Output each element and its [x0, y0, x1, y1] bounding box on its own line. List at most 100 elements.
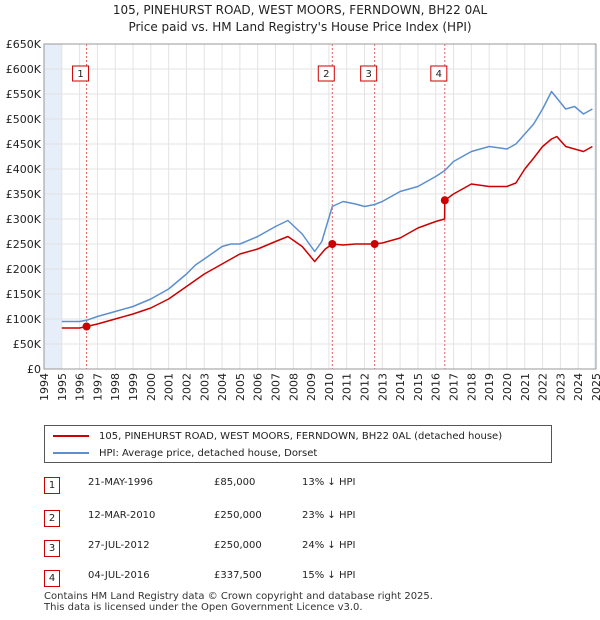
plot-frame	[43, 43, 597, 370]
sale-label-text: 1	[77, 69, 83, 80]
sale-date: 04-JUL-2016	[88, 570, 150, 581]
sale-label-box: 4	[430, 65, 448, 82]
x-tick-label: 2016	[430, 373, 443, 401]
sale-row: 4 04-JUL-2016 £337,500 15% ↓ HPI	[44, 567, 374, 587]
sale-price: £250,000	[214, 510, 262, 521]
x-tick-label: 2000	[145, 373, 158, 401]
y-tick-label: £500K	[6, 113, 42, 126]
y-tick-label: £100K	[6, 313, 42, 326]
y-tick-label: £450K	[6, 138, 42, 151]
x-tick-label: 1996	[74, 373, 87, 401]
chart-title: 105, PINEHURST ROAD, WEST MOORS, FERNDOW…	[112, 3, 488, 17]
sale-number-box: 4	[44, 570, 60, 587]
sale-hpi-diff: 15% ↓ HPI	[302, 570, 356, 581]
sale-label-frame	[72, 65, 90, 82]
shaded-range	[594, 44, 596, 369]
sale-number-box: 1	[44, 477, 60, 494]
sale-label-frame	[360, 65, 378, 82]
x-tick-label: 2012	[359, 373, 372, 401]
x-tick-label: 1997	[91, 373, 104, 401]
x-tick-label: 2025	[590, 373, 600, 401]
sale-hpi-diff: 13% ↓ HPI	[302, 477, 356, 488]
sale-row: 3 27-JUL-2012 £250,000 24% ↓ HPI	[44, 537, 374, 557]
price-chart: 1 2 3 4 £0 £50K £100K £150K £200K £250K £300K £350K…	[6, 38, 600, 401]
x-tick-label: 2020	[501, 373, 514, 401]
x-tick-label: 1995	[56, 373, 69, 401]
x-tick-label: 2023	[554, 373, 567, 401]
x-tick-label: 2010	[323, 373, 336, 401]
sale-date: 21-MAY-1996	[88, 477, 154, 488]
x-tick-label: 2011	[341, 373, 354, 401]
y-tick-label: £650K	[6, 38, 42, 51]
y-tick-label: £400K	[6, 163, 42, 176]
sale-label-box: 3	[360, 65, 378, 82]
y-tick-label: £0	[27, 363, 41, 376]
y-tick-label: £550K	[6, 88, 42, 101]
x-tick-label: 2003	[198, 373, 211, 401]
footer-copyright: Contains HM Land Registry data © Crown c…	[44, 591, 433, 602]
x-tick-label: 2008	[287, 373, 300, 401]
y-tick-label: £200K	[6, 263, 42, 276]
y-tick-label: £600K	[6, 63, 42, 76]
sale-point	[440, 196, 449, 205]
sale-row: 1 21-MAY-1996 £85,000 13% ↓ HPI	[44, 474, 374, 494]
chart-subtitle: Price paid vs. HM Land Registry's House …	[128, 20, 472, 34]
property-series-line	[61, 135, 593, 329]
x-tick-label: 2017	[448, 373, 461, 401]
sale-price: £250,000	[214, 540, 262, 551]
y-tick-label: £250K	[6, 238, 42, 251]
legend-item-hpi: HPI: Average price, detached house, Dors…	[53, 445, 317, 461]
y-tick-label: £50K	[13, 338, 42, 351]
sale-hpi-diff: 24% ↓ HPI	[302, 540, 356, 551]
x-tick-label: 2018	[465, 373, 478, 401]
sale-label-frame	[430, 65, 448, 82]
sale-label-frame	[317, 65, 335, 82]
x-tick-label: 1994	[38, 373, 51, 401]
x-tick-label: 2007	[269, 373, 282, 401]
sale-point	[328, 240, 337, 248]
legend: 105, PINEHURST ROAD, WEST MOORS, FERNDOW…	[44, 425, 552, 463]
x-tick-label: 2002	[180, 373, 193, 401]
sale-label-text: 2	[323, 69, 329, 80]
legend-hpi-label: HPI: Average price, detached house, Dors…	[99, 447, 318, 459]
y-tick-label: £150K	[6, 288, 42, 301]
x-tick-label: 2022	[537, 373, 550, 401]
legend-item-property: 105, PINEHURST ROAD, WEST MOORS, FERNDOW…	[53, 428, 502, 444]
sale-label-box: 1	[72, 65, 90, 82]
y-tick-label: £350K	[6, 188, 42, 201]
sale-row: 2 12-MAR-2010 £250,000 23% ↓ HPI	[44, 507, 374, 527]
sale-label-text: 3	[365, 69, 371, 80]
shaded-range	[44, 44, 62, 369]
sale-date: 27-JUL-2012	[88, 540, 150, 551]
plot-area	[44, 44, 596, 369]
legend-property-label: 105, PINEHURST ROAD, WEST MOORS, FERNDOW…	[99, 430, 503, 442]
sale-price: £85,000	[214, 477, 256, 488]
x-tick-label: 2001	[163, 373, 176, 401]
sale-label-box: 2	[317, 65, 335, 82]
sale-point	[370, 240, 379, 248]
sale-date: 12-MAR-2010	[88, 510, 156, 521]
sale-point	[82, 322, 91, 331]
x-tick-label: 2013	[376, 373, 389, 401]
sale-number-box: 3	[44, 540, 60, 557]
sale-number-box: 2	[44, 510, 60, 527]
hpi-series-line	[61, 90, 593, 323]
sale-price: £337,500	[214, 570, 262, 581]
x-tick-label: 1998	[109, 373, 122, 401]
x-tick-label: 2014	[394, 373, 407, 401]
x-tick-label: 1999	[127, 373, 140, 401]
x-tick-label: 2005	[234, 373, 247, 401]
x-tick-label: 2015	[412, 373, 425, 401]
x-tick-label: 2004	[216, 373, 229, 401]
y-tick-label: £300K	[6, 213, 42, 226]
sale-label-text: 4	[436, 69, 442, 80]
hpi-line-swatch	[53, 452, 89, 454]
x-tick-label: 2021	[519, 373, 532, 401]
x-tick-label: 2024	[572, 373, 585, 401]
footer-licence: This data is licensed under the Open Gov…	[44, 602, 363, 613]
x-tick-label: 2006	[252, 373, 265, 401]
sale-hpi-diff: 23% ↓ HPI	[302, 510, 356, 521]
property-line-swatch	[53, 435, 89, 437]
x-tick-label: 2019	[483, 373, 496, 401]
x-tick-label: 2009	[305, 373, 318, 401]
